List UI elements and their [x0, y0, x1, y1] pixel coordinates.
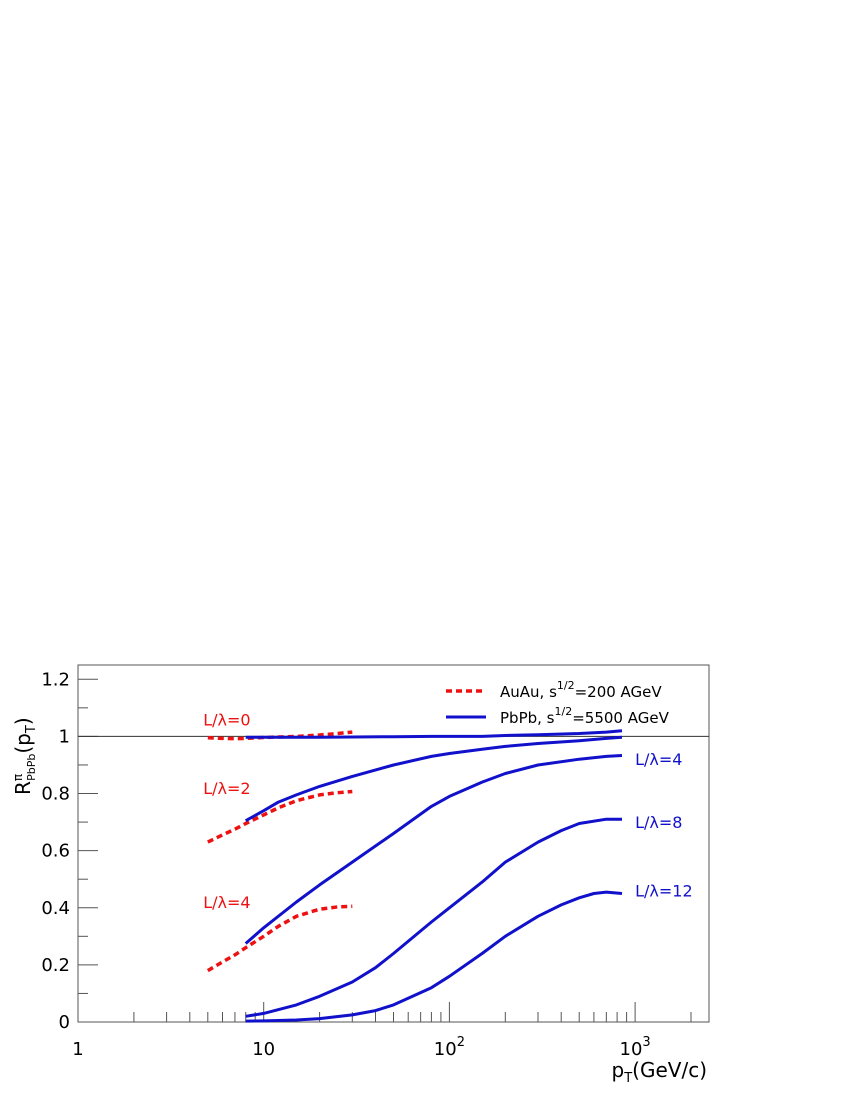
annotation-0: L/λ=0	[203, 710, 250, 729]
annotation-4: L/λ=8	[635, 813, 682, 832]
series-line-auau-1	[207, 789, 353, 844]
legend-label-pbpb: PbPb, s1/2=5500 AGeV	[500, 705, 670, 727]
y-tick-labels: 0 0.2 0.4 0.6 0.8 1 1.2	[41, 669, 70, 1033]
y-tick-label-5: 1	[59, 726, 70, 747]
series-line-auau-2	[206, 904, 353, 973]
x-tick-label-0: 1	[72, 1039, 83, 1060]
annotation-5: L/λ=12	[635, 882, 693, 901]
x-tick-label-1: 10	[252, 1039, 275, 1060]
series-line-pbpb-3	[245, 729, 623, 739]
series-line-pbpb-4	[244, 735, 623, 823]
annotation-1: L/λ=2	[203, 779, 250, 798]
x-tick-label-3: 103	[620, 1035, 651, 1060]
y-tick-label-2: 0.4	[41, 898, 70, 919]
series-line-pbpb-5	[244, 754, 623, 945]
series-line-pbpb-7	[245, 890, 623, 1023]
y-tick-label-3: 0.6	[41, 841, 70, 862]
y-axis-title: RπPbPb(pT)	[11, 717, 39, 795]
legend-label-auau: AuAu, s1/2=200 AGeV	[500, 679, 662, 701]
y-tick-label-4: 0.8	[41, 784, 70, 805]
axis-ticks	[77, 678, 692, 1023]
legend: AuAu, s1/2=200 AGeV PbPb, s1/2=5500 AGeV	[446, 679, 670, 727]
y-tick-label-0: 0	[59, 1012, 70, 1033]
annotation-2: L/λ=4	[203, 893, 250, 912]
series-group	[206, 729, 623, 1023]
y-tick-label-1: 0.2	[41, 955, 70, 976]
annotations: L/λ=0 L/λ=2 L/λ=4 L/λ=4 L/λ=8 L/λ=12	[203, 710, 692, 912]
series-line-pbpb-6	[245, 817, 622, 1018]
x-axis-title: pT(GeV/c)	[612, 1058, 707, 1086]
x-tick-labels: 1 10 102 103	[72, 1035, 650, 1060]
x-tick-label-2: 102	[434, 1035, 465, 1060]
y-tick-label-6: 1.2	[41, 669, 70, 690]
annotation-3: L/λ=4	[635, 750, 682, 769]
